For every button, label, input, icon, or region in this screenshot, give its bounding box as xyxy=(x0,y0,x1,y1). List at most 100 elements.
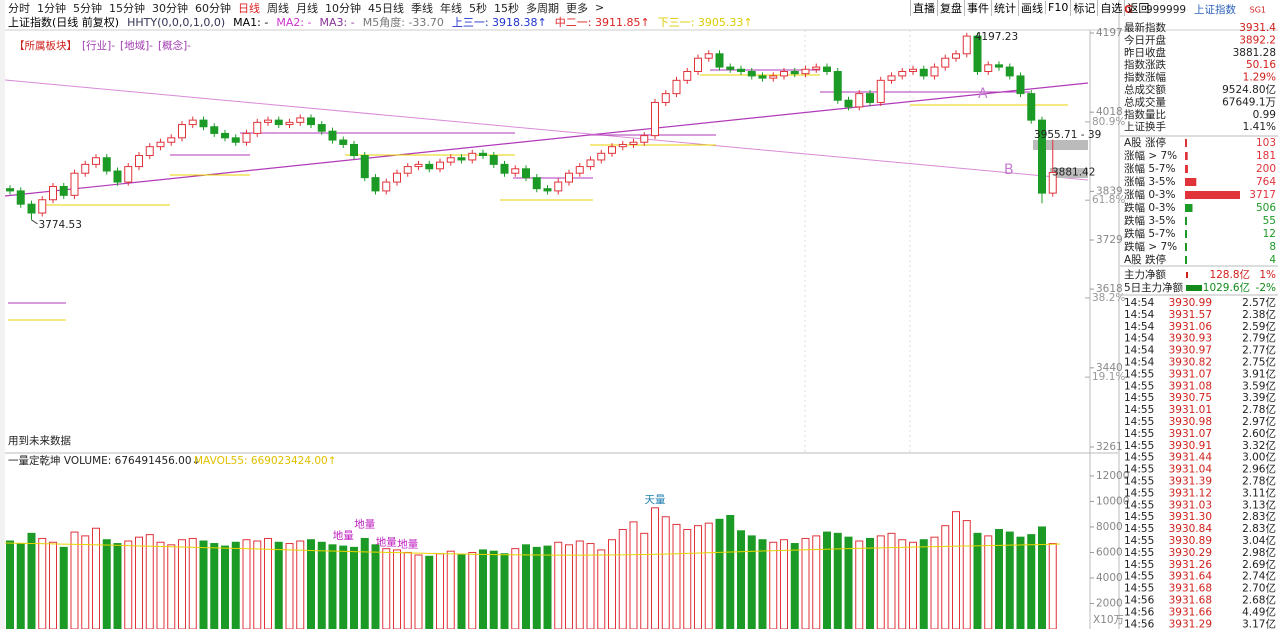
candle-body xyxy=(264,119,272,123)
period-tab[interactable]: 1分钟 xyxy=(37,1,66,15)
volume-bar xyxy=(586,543,595,629)
fund-label: 主力净额 xyxy=(1124,268,1166,281)
tick-price: 3931.04 xyxy=(1169,464,1213,476)
volume-bar xyxy=(575,540,584,629)
candle-body xyxy=(876,79,885,103)
tick-amount: 2.83亿 xyxy=(1242,510,1276,523)
volume-bar xyxy=(6,540,14,629)
tool-button[interactable]: 自选 xyxy=(1097,0,1124,16)
volume-ma-label: MAVOL55: 669023424.00↑ xyxy=(194,455,337,467)
period-tab[interactable]: 分时 xyxy=(8,1,30,15)
support-lines xyxy=(8,74,1068,321)
tick-amount: 2.97亿 xyxy=(1242,415,1276,428)
price-band xyxy=(1050,168,1088,178)
period-tab[interactable]: 60分钟 xyxy=(195,1,231,15)
candle-body xyxy=(823,66,831,72)
period-tab[interactable]: 15秒 xyxy=(494,1,519,15)
stat-value: 1.41% xyxy=(1243,121,1276,133)
volume-bar xyxy=(188,537,197,629)
period-tab[interactable]: 15分钟 xyxy=(109,1,145,15)
volume-bar xyxy=(737,530,745,629)
candle-body xyxy=(489,155,498,165)
tick-time: 14:55 xyxy=(1124,440,1154,452)
tool-button[interactable]: 统计 xyxy=(991,0,1018,16)
candle-body xyxy=(446,157,455,163)
tool-button[interactable]: F10 xyxy=(1045,1,1070,14)
tick-time: 14:55 xyxy=(1124,583,1154,595)
volume-bar xyxy=(350,546,358,629)
candle-body xyxy=(586,159,595,168)
volume-bar xyxy=(984,535,993,629)
period-tab[interactable]: 5分钟 xyxy=(73,1,102,15)
volume-bar xyxy=(38,537,47,629)
fib-label: 61.8% xyxy=(1092,194,1125,206)
tick-amount: 4.49亿 xyxy=(1242,605,1276,618)
candle-body xyxy=(941,57,950,68)
volume-bar xyxy=(382,548,391,629)
volume-bar xyxy=(393,549,401,629)
ma-label: MA2: - xyxy=(276,15,312,29)
tool-button[interactable]: 画线 xyxy=(1018,0,1045,16)
tick-time: 14:55 xyxy=(1124,368,1154,380)
tick-price: 3930.98 xyxy=(1169,416,1212,428)
candle-body xyxy=(801,68,810,75)
volume-bar xyxy=(468,551,477,629)
candle-body xyxy=(532,177,541,190)
volume-bar xyxy=(199,540,208,629)
volume-bar xyxy=(124,540,133,629)
period-tab[interactable]: 45日线 xyxy=(368,1,404,15)
tick-time: 14:56 xyxy=(1124,618,1155,629)
period-tab[interactable]: 30分钟 xyxy=(152,1,188,15)
tick-price: 3930.89 xyxy=(1169,535,1212,547)
volume-bar xyxy=(102,539,111,629)
candle-body xyxy=(651,101,659,137)
tool-button[interactable]: 返回 xyxy=(1124,0,1151,16)
volume-bar xyxy=(371,544,380,629)
tick-amount: 2.83亿 xyxy=(1242,522,1276,535)
volume-bar xyxy=(436,553,444,629)
candle-body xyxy=(6,188,14,192)
tick-price: 3931.44 xyxy=(1169,452,1213,464)
tick-price: 3931.03 xyxy=(1169,499,1212,511)
tick-price: 3931.01 xyxy=(1169,404,1212,416)
volume-bar xyxy=(274,541,283,629)
period-tab[interactable]: 10分钟 xyxy=(325,1,361,15)
fund-pct: -2% xyxy=(1256,282,1276,294)
candle-body xyxy=(973,35,982,72)
period-tab[interactable]: 多周期 xyxy=(526,1,559,15)
volume-bar xyxy=(962,520,971,629)
period-tab[interactable]: 年线 xyxy=(440,1,462,15)
tick-time: 14:54 xyxy=(1124,357,1155,369)
y-tick-label: 8000 xyxy=(1096,521,1123,533)
tool-button[interactable]: 标记 xyxy=(1070,0,1097,16)
tick-amount: 2.57亿 xyxy=(1242,296,1276,309)
volume-bar xyxy=(522,544,530,629)
stat-label: 今日开盘 xyxy=(1124,33,1166,46)
volume-bar xyxy=(758,539,767,629)
period-tab[interactable]: 季线 xyxy=(411,1,433,15)
volume-bar xyxy=(1027,534,1036,629)
tick-price: 3931.68 xyxy=(1169,583,1212,595)
candle-body xyxy=(500,163,509,174)
dist-value: 103 xyxy=(1256,137,1276,149)
period-tab[interactable]: > xyxy=(595,1,605,14)
tool-button[interactable]: 直播 xyxy=(910,0,937,16)
period-tab[interactable]: 更多 xyxy=(566,1,588,15)
candle-body xyxy=(307,117,315,126)
tool-button[interactable]: 复盘 xyxy=(937,0,964,16)
low-label: 3774.53 xyxy=(39,219,82,231)
volume-bar xyxy=(296,540,305,629)
stat-label: 指数涨幅 xyxy=(1124,71,1166,84)
period-tab[interactable]: 周线 xyxy=(267,1,289,15)
tick-time: 14:55 xyxy=(1124,404,1154,416)
tool-button[interactable]: 事件 xyxy=(964,0,991,16)
period-tab[interactable]: 日线 xyxy=(238,1,260,15)
candle-body xyxy=(1016,75,1025,95)
dist-label: A股 涨停 xyxy=(1124,136,1166,149)
tick-price: 3931.07 xyxy=(1169,368,1212,380)
fund-bar xyxy=(1186,272,1189,278)
tick-amount: 2.60亿 xyxy=(1242,427,1276,440)
period-tab[interactable]: 月线 xyxy=(296,1,318,15)
period-tab[interactable]: 5秒 xyxy=(469,1,487,15)
dist-value: 8 xyxy=(1269,241,1276,253)
